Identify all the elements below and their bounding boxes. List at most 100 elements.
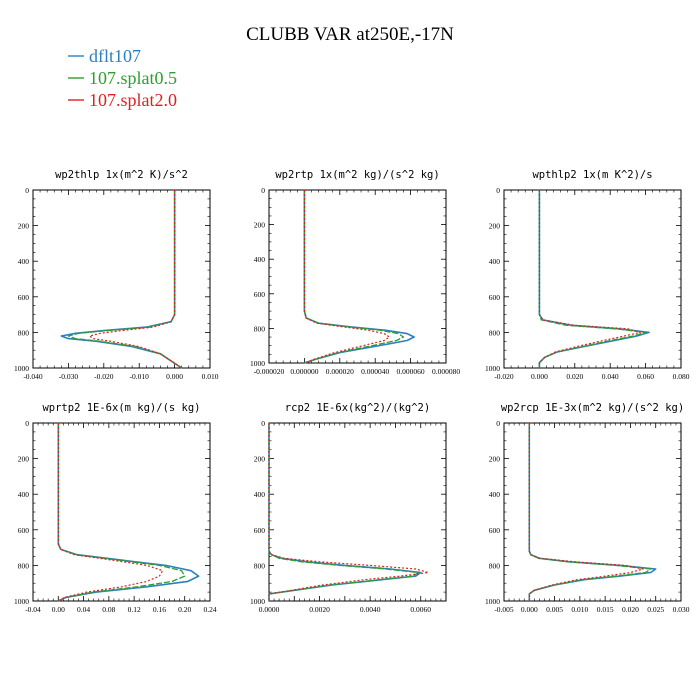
y-tick-label: 600 <box>18 293 30 302</box>
y-tick-label: 200 <box>18 455 30 464</box>
x-tick-label: 0.000060 <box>397 367 425 376</box>
y-tick-label: 1000 <box>14 364 29 373</box>
legend-item-dflt107: dflt107 <box>68 46 141 66</box>
y-tick-label: 600 <box>489 526 501 535</box>
y-tick-label: 1000 <box>14 597 29 606</box>
y-tick-label: 0 <box>261 186 265 195</box>
panel-title: wp2rcp 1E-3x(m^2 kg)/(s^2 kg) <box>501 402 684 414</box>
panel-6: wp2rcp 1E-3x(m^2 kg)/(s^2 kg) -0.005 0.000… <box>485 402 690 614</box>
series-line-107-splat0-5 <box>538 190 647 368</box>
x-tick-label: 0.000020 <box>326 367 354 376</box>
y-tick-label: 600 <box>254 526 266 535</box>
x-tick-label: 0.025 <box>647 605 664 614</box>
panel-1: wp2thlp 1x(m^2 K)/s^2 -0.040 -0.030 -0.020 -… <box>14 169 219 381</box>
plot-frame <box>503 189 682 369</box>
x-tick-label: 0.030 <box>673 605 690 614</box>
y-tick-label: 1000 <box>250 359 265 368</box>
x-tick-label: 0.020 <box>566 372 583 381</box>
y-tick-label: 800 <box>18 328 30 337</box>
y-tick-label: 0 <box>496 419 500 428</box>
x-tick-label: 0.16 <box>153 605 166 614</box>
x-tick-label: 0.04 <box>77 605 90 614</box>
series-line-107-splat2-0 <box>303 190 390 364</box>
series-line-dflt107 <box>528 423 657 601</box>
x-tick-label: 0.00 <box>52 605 65 614</box>
panel-title: wpthlp2 1x(m K^2)/s <box>532 169 652 181</box>
panel-5: rcp2 1E-6x(kg^2)/(kg^2) 0.0000 0.0020 0.004… <box>250 402 447 614</box>
series-line-107-splat2-0 <box>88 190 183 369</box>
x-tick-label: 0.08 <box>102 605 115 614</box>
x-tick-label: 0.000080 <box>432 367 460 376</box>
y-tick-label: 200 <box>254 221 266 230</box>
x-tick-label: 0.0000 <box>259 605 280 614</box>
x-tick-label: 0.000 <box>521 605 538 614</box>
x-tick-label: 0.0040 <box>360 605 381 614</box>
y-tick-label: 800 <box>18 561 30 570</box>
x-tick-label: 0.010 <box>202 372 219 381</box>
y-tick-label: 600 <box>18 526 30 535</box>
y-tick-label: 200 <box>18 222 30 231</box>
panel-2: wp2rtp 1x(m^2 kg)/(s^2 kg) -0.000020 0.000… <box>250 169 460 376</box>
x-tick-label: 0.000 <box>531 372 548 381</box>
panel-3: wpthlp2 1x(m K^2)/s -0.020 0.000 0.020 0.040… <box>485 169 690 381</box>
legend-label-dflt107: dflt107 <box>89 46 141 66</box>
panel-4: wprtp2 1E-6x(m kg)/(s kg) -0.04 0.00 0.04 0.… <box>14 402 217 614</box>
plot-frame <box>32 189 211 369</box>
panel-title: wprtp2 1E-6x(m kg)/(s kg) <box>42 402 200 414</box>
y-tick-label: 400 <box>18 257 30 266</box>
legend: dflt107 107.splat0.5 107.splat2.0 <box>68 46 177 110</box>
plot-frame <box>503 422 682 602</box>
legend-item-splat0-5: 107.splat0.5 <box>68 68 177 88</box>
series-line-107-splat0-5 <box>67 190 183 369</box>
x-tick-label: 0.000000 <box>290 367 318 376</box>
x-tick-label: 0.015 <box>597 605 614 614</box>
x-tick-label: -0.010 <box>130 372 150 381</box>
series-line-107-splat0-5 <box>268 423 419 601</box>
series-line-dflt107 <box>60 190 183 369</box>
y-tick-label: 800 <box>254 324 266 333</box>
y-tick-label: 600 <box>489 293 501 302</box>
panel-title: rcp2 1E-6x(kg^2)/(kg^2) <box>285 402 430 414</box>
x-tick-label: -0.020 <box>94 372 114 381</box>
x-tick-label: 0.0060 <box>410 605 431 614</box>
y-tick-label: 0 <box>25 419 29 428</box>
x-tick-label: -0.030 <box>59 372 79 381</box>
series-line-107-splat2-0 <box>528 423 644 601</box>
y-tick-label: 800 <box>489 328 501 337</box>
x-tick-label: -0.020 <box>494 372 514 381</box>
x-tick-label: 0.040 <box>602 372 619 381</box>
y-tick-label: 200 <box>489 455 501 464</box>
y-tick-label: 200 <box>489 222 501 231</box>
y-tick-label: 800 <box>489 561 501 570</box>
x-tick-label: -0.040 <box>23 372 43 381</box>
x-tick-label: 0.080 <box>673 372 690 381</box>
y-tick-label: 400 <box>254 490 266 499</box>
y-tick-label: 400 <box>489 490 501 499</box>
y-tick-label: 800 <box>254 561 266 570</box>
y-tick-label: 1000 <box>250 597 265 606</box>
x-tick-label: -0.005 <box>494 605 514 614</box>
panels: wp2thlp 1x(m^2 K)/s^2-0.040 -0.030 -0.020-… <box>14 169 690 614</box>
x-tick-label: 0.005 <box>546 605 563 614</box>
series-line-107-splat2-0 <box>538 190 641 368</box>
x-tick-label: 0.020 <box>622 605 639 614</box>
legend-item-splat2-0: 107.splat2.0 <box>68 90 177 110</box>
figure-title: CLUBB VAR at250E,-17N <box>246 24 454 45</box>
x-tick-label: 0.060 <box>637 372 654 381</box>
y-tick-label: 600 <box>254 290 266 299</box>
y-tick-label: 400 <box>489 257 501 266</box>
y-tick-label: 200 <box>254 455 266 464</box>
series-line-dflt107 <box>303 190 415 364</box>
y-tick-label: 0 <box>25 186 29 195</box>
y-tick-label: 1000 <box>485 364 500 373</box>
series-line-dflt107 <box>57 423 200 602</box>
series-line-107-splat0-5 <box>528 423 652 601</box>
legend-label-splat2-0: 107.splat2.0 <box>89 90 177 110</box>
y-tick-label: 0 <box>496 186 500 195</box>
x-tick-label: 0.000 <box>166 372 183 381</box>
y-tick-label: 1000 <box>485 597 500 606</box>
x-tick-label: 0.000040 <box>361 367 389 376</box>
x-tick-label: -0.000020 <box>254 367 285 376</box>
x-tick-label: -0.04 <box>25 605 41 614</box>
